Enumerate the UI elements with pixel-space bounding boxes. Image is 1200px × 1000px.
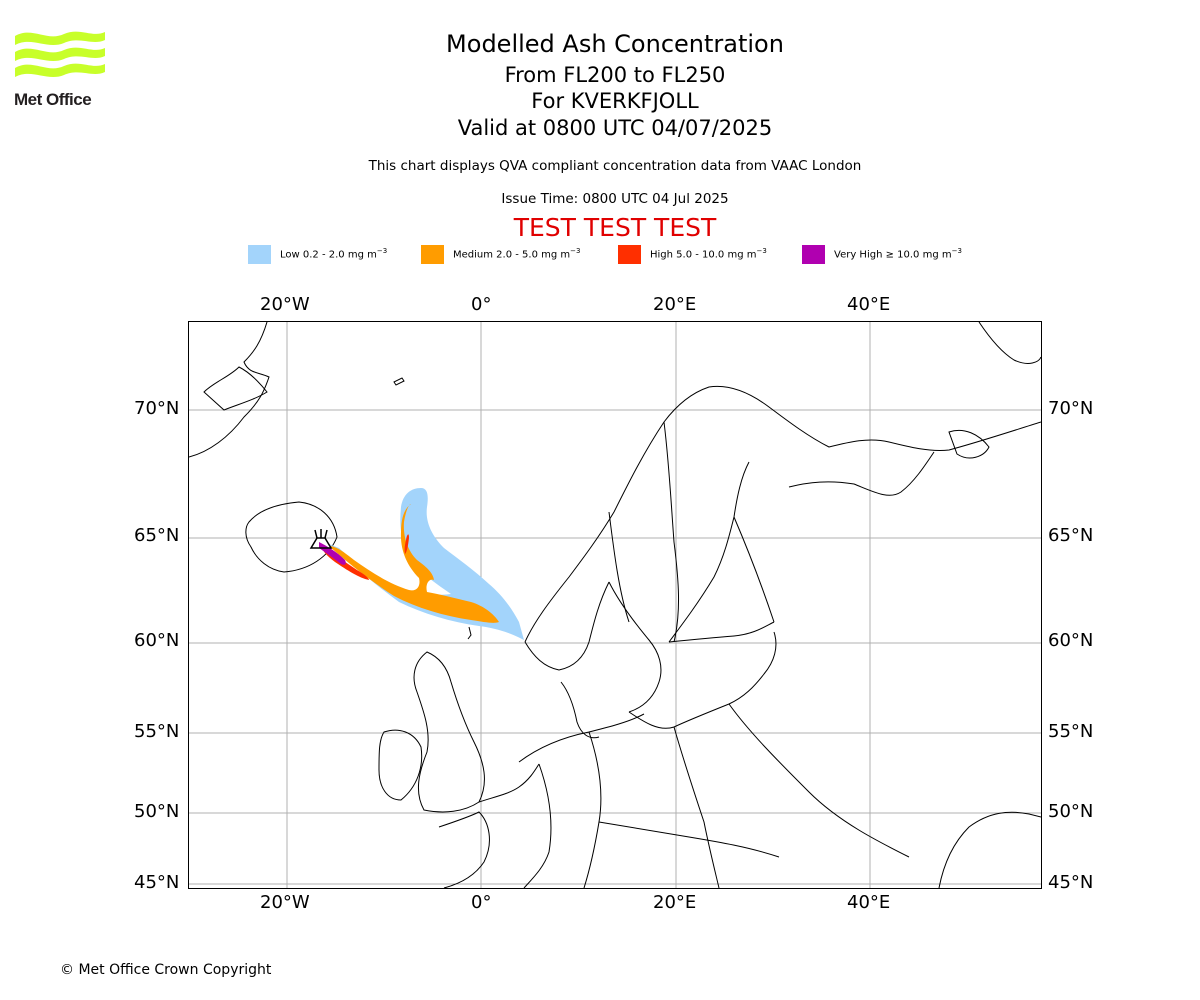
legend-label-high: High 5.0 - 10.0 mg m−3 [650, 247, 767, 261]
ash-medium-region [329, 504, 499, 623]
lat-label-left-70n: 70°N [134, 398, 180, 419]
france-west-coast [438, 811, 490, 888]
volcano-icon [309, 529, 333, 549]
lon-label-bottom-20e: 20°E [653, 892, 697, 913]
lon-label-bottom-40e: 40°E [847, 892, 891, 913]
lat-label-right-50n: 50°N [1048, 801, 1094, 822]
valid-time: Valid at 0800 UTC 04/07/2025 [457, 116, 773, 140]
legend-high: High 5.0 - 10.0 mg m−3 [618, 244, 767, 264]
greenland-coast [189, 322, 270, 458]
lat-label-left-55n: 55°N [134, 721, 180, 742]
north-germany-coast [518, 713, 645, 763]
border-central-europe [598, 821, 780, 858]
legend-swatch-high [618, 244, 641, 264]
legend-label-medium: Medium 2.0 - 5.0 mg m−3 [453, 247, 581, 261]
met-office-logo: Met Office [12, 28, 112, 114]
legend-swatch-medium [421, 244, 444, 264]
lat-label-left-65n: 65°N [134, 525, 180, 546]
lon-label-bottom-20w: 20°W [260, 892, 310, 913]
lon-label-top-40e: 40°E [847, 294, 891, 315]
denmark-coast [560, 681, 600, 739]
map-panel [188, 321, 1042, 889]
border-sweden-finland [663, 421, 680, 643]
legend-low: Low 0.2 - 2.0 mg m−3 [248, 244, 387, 264]
shetland-islands [467, 626, 472, 640]
met-office-waves-icon [15, 31, 105, 78]
border-poland-belarus [673, 726, 720, 888]
copyright-notice: © Met Office Crown Copyright [60, 962, 272, 978]
gulf-of-finland [668, 621, 775, 643]
lon-label-top-20w: 20°W [260, 294, 310, 315]
norway-south-coast [524, 581, 610, 671]
lat-label-left-60n: 60°N [134, 630, 180, 651]
jan-mayen [393, 377, 405, 386]
lon-label-top-0: 0° [471, 294, 492, 315]
map-canvas [189, 322, 1041, 888]
lat-label-right-55n: 55°N [1048, 721, 1094, 742]
great-britain-coast [413, 651, 485, 813]
finland-west-coast [668, 461, 750, 643]
legend-label-very-high: Very High ≥ 10.0 mg m−3 [834, 247, 962, 261]
issue-time: Issue Time: 0800 UTC 04 Jul 2025 [501, 191, 729, 207]
test-banner: TEST TEST TEST [513, 213, 717, 242]
border-norway-sweden [608, 511, 630, 623]
lon-label-bottom-0: 0° [471, 892, 492, 913]
border-germany-poland [583, 731, 602, 888]
novaya-zemlya [978, 322, 1041, 364]
volcano-name: For KVERKFJOLL [531, 89, 699, 113]
chart-title: Modelled Ash Concentration [446, 30, 784, 58]
lat-label-right-60n: 60°N [1048, 630, 1094, 651]
border-germany-france [523, 763, 552, 888]
iceland-coast [245, 501, 338, 573]
border-belarus-russia [728, 703, 910, 858]
chart-description: This chart displays QVA compliant concen… [368, 158, 862, 174]
legend-very-high: Very High ≥ 10.0 mg m−3 [802, 244, 962, 264]
sweden-east-coast [608, 581, 662, 713]
borders [523, 421, 910, 888]
legend-swatch-very-high [802, 244, 825, 264]
lon-label-top-20e: 20°E [653, 294, 697, 315]
ireland-coast [378, 729, 423, 801]
white-sea-coast [788, 451, 935, 496]
scandinavia-north-coast [524, 385, 1041, 643]
lat-label-right-45n: 45°N [1048, 872, 1094, 893]
logo-text: Met Office [14, 90, 92, 109]
legend-medium: Medium 2.0 - 5.0 mg m−3 [421, 244, 580, 264]
border-finland-russia [733, 516, 775, 623]
kanin-peninsula [948, 429, 990, 459]
graticule [189, 322, 1041, 888]
lat-label-right-70n: 70°N [1048, 398, 1094, 419]
baltic-coast [628, 631, 777, 729]
lat-label-left-50n: 50°N [134, 801, 180, 822]
black-sea-coast [938, 811, 1041, 888]
flight-level-range: From FL200 to FL250 [504, 63, 726, 87]
coastlines [189, 322, 1041, 888]
lat-label-left-45n: 45°N [134, 872, 180, 893]
legend-label-low: Low 0.2 - 2.0 mg m−3 [280, 247, 388, 261]
lat-label-right-65n: 65°N [1048, 525, 1094, 546]
greenland-fjord [203, 366, 268, 411]
ash-low-region [329, 488, 524, 640]
benelux-coast [478, 763, 540, 803]
legend-swatch-low [248, 244, 271, 264]
